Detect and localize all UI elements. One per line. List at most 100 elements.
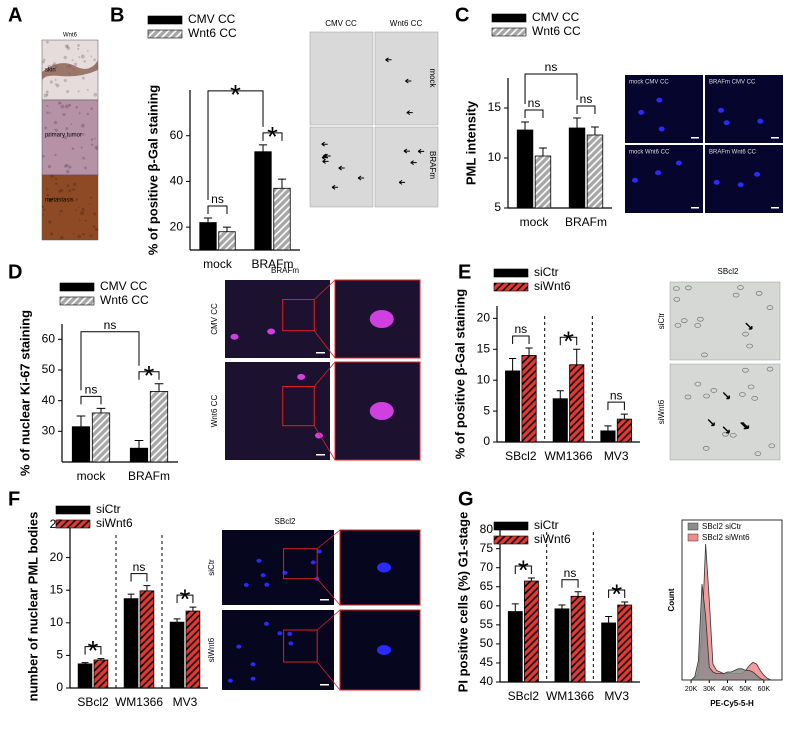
legend-label: CMV CC	[100, 279, 148, 293]
nucleus	[227, 678, 233, 683]
cell	[747, 384, 755, 390]
error-bar	[573, 348, 581, 365]
y-tick-label: 50	[480, 636, 494, 650]
legend-swatch	[687, 522, 699, 531]
cell	[729, 432, 737, 438]
bar	[169, 621, 185, 689]
x-tick-label: BRAFm	[128, 469, 170, 483]
bar	[523, 580, 539, 683]
legend-swatch	[55, 519, 91, 529]
bracket	[512, 335, 530, 345]
bar	[552, 398, 568, 443]
x-tick-label: mock	[203, 257, 233, 271]
tissue-speck	[82, 232, 86, 236]
legend-swatch	[687, 533, 699, 542]
legend-label: siCtr	[96, 502, 121, 516]
legend-swatch	[493, 521, 529, 531]
error-bar	[81, 662, 89, 664]
row-label: siCtr	[657, 312, 666, 329]
zoom-line	[316, 578, 341, 606]
legend-label: siWnt6	[534, 279, 571, 293]
y-tick-label: 70	[480, 560, 494, 574]
nucleus	[713, 179, 720, 185]
tissue-speck	[43, 93, 48, 98]
tissue-speck	[49, 80, 53, 84]
cell	[722, 431, 729, 437]
error-bar	[277, 178, 287, 189]
image-title: SBcl2	[275, 517, 296, 526]
significance: *	[267, 121, 278, 152]
tissue-speck	[59, 235, 64, 240]
significance: ns	[133, 560, 146, 574]
bar	[505, 370, 521, 443]
skin-layer	[41, 60, 98, 84]
column-label: Wnt6 CC	[390, 19, 423, 28]
tissue-speck	[89, 234, 93, 237]
tissue-speck	[44, 126, 48, 130]
scale-bar	[691, 207, 699, 209]
bar	[91, 412, 111, 463]
significance: ns	[514, 322, 527, 336]
y-tick-label: 55	[480, 617, 494, 631]
panel-letter: G	[458, 488, 474, 510]
bar	[601, 622, 617, 683]
tissue-speck	[93, 212, 96, 215]
bracket	[84, 646, 102, 655]
nucleus	[675, 160, 682, 166]
y-tick-label: 20	[50, 550, 64, 564]
bar	[77, 663, 93, 689]
tissue-speck	[94, 145, 99, 150]
nucleus	[757, 118, 764, 124]
legend-label: siWnt6	[534, 532, 571, 546]
cell	[755, 291, 763, 296]
tissue-speck	[73, 62, 78, 67]
row-label: siWnt6	[207, 637, 216, 662]
tissue-speck	[90, 138, 94, 141]
cell	[746, 343, 753, 349]
zoom-box	[283, 548, 318, 580]
tissue-speck	[54, 78, 57, 81]
cell	[702, 445, 710, 451]
error-bar	[222, 226, 232, 232]
y-tick-label: 5	[56, 648, 63, 662]
tissue-speck	[42, 214, 45, 216]
x-tick-label: MV3	[173, 695, 198, 709]
panel-letter: A	[8, 4, 22, 26]
tissue-speck	[46, 111, 49, 115]
y-tick-label: 15	[50, 582, 64, 596]
tissue-speck	[54, 128, 56, 131]
tissue-speck	[63, 135, 68, 139]
nucleus	[297, 373, 306, 380]
significance: ns	[211, 192, 224, 206]
tissue-speck	[72, 232, 75, 235]
error-bar	[134, 440, 144, 449]
microscopy-image	[309, 126, 374, 208]
tissue-speck	[41, 205, 45, 209]
error-bar	[558, 604, 566, 609]
error-bar	[539, 147, 547, 156]
tissue-speck	[50, 174, 54, 178]
nucleus	[658, 126, 665, 132]
y-axis-label: % of positive β-Gal staining	[452, 289, 467, 460]
y-tick-label: 5	[483, 403, 490, 417]
microscopy-image	[374, 31, 439, 126]
tissue-speck	[48, 197, 53, 202]
cell	[674, 322, 682, 328]
legend-swatch	[147, 15, 183, 25]
bar	[570, 595, 586, 683]
row-label: siCtr	[207, 559, 216, 576]
nucleus	[230, 333, 239, 340]
error-bar	[76, 415, 86, 427]
y-tick-label: 75	[480, 541, 494, 555]
arrow	[707, 418, 715, 427]
nucleus	[316, 549, 322, 554]
y-tick-label: 0	[56, 680, 63, 694]
y-tick-label: 10	[477, 372, 491, 386]
zoom-box	[282, 299, 315, 332]
cell	[694, 323, 702, 328]
tissue-speck	[77, 206, 80, 208]
legend-swatch	[59, 296, 95, 306]
arrow	[722, 426, 730, 434]
tissue-speck	[95, 148, 98, 151]
error-bar	[511, 603, 519, 612]
